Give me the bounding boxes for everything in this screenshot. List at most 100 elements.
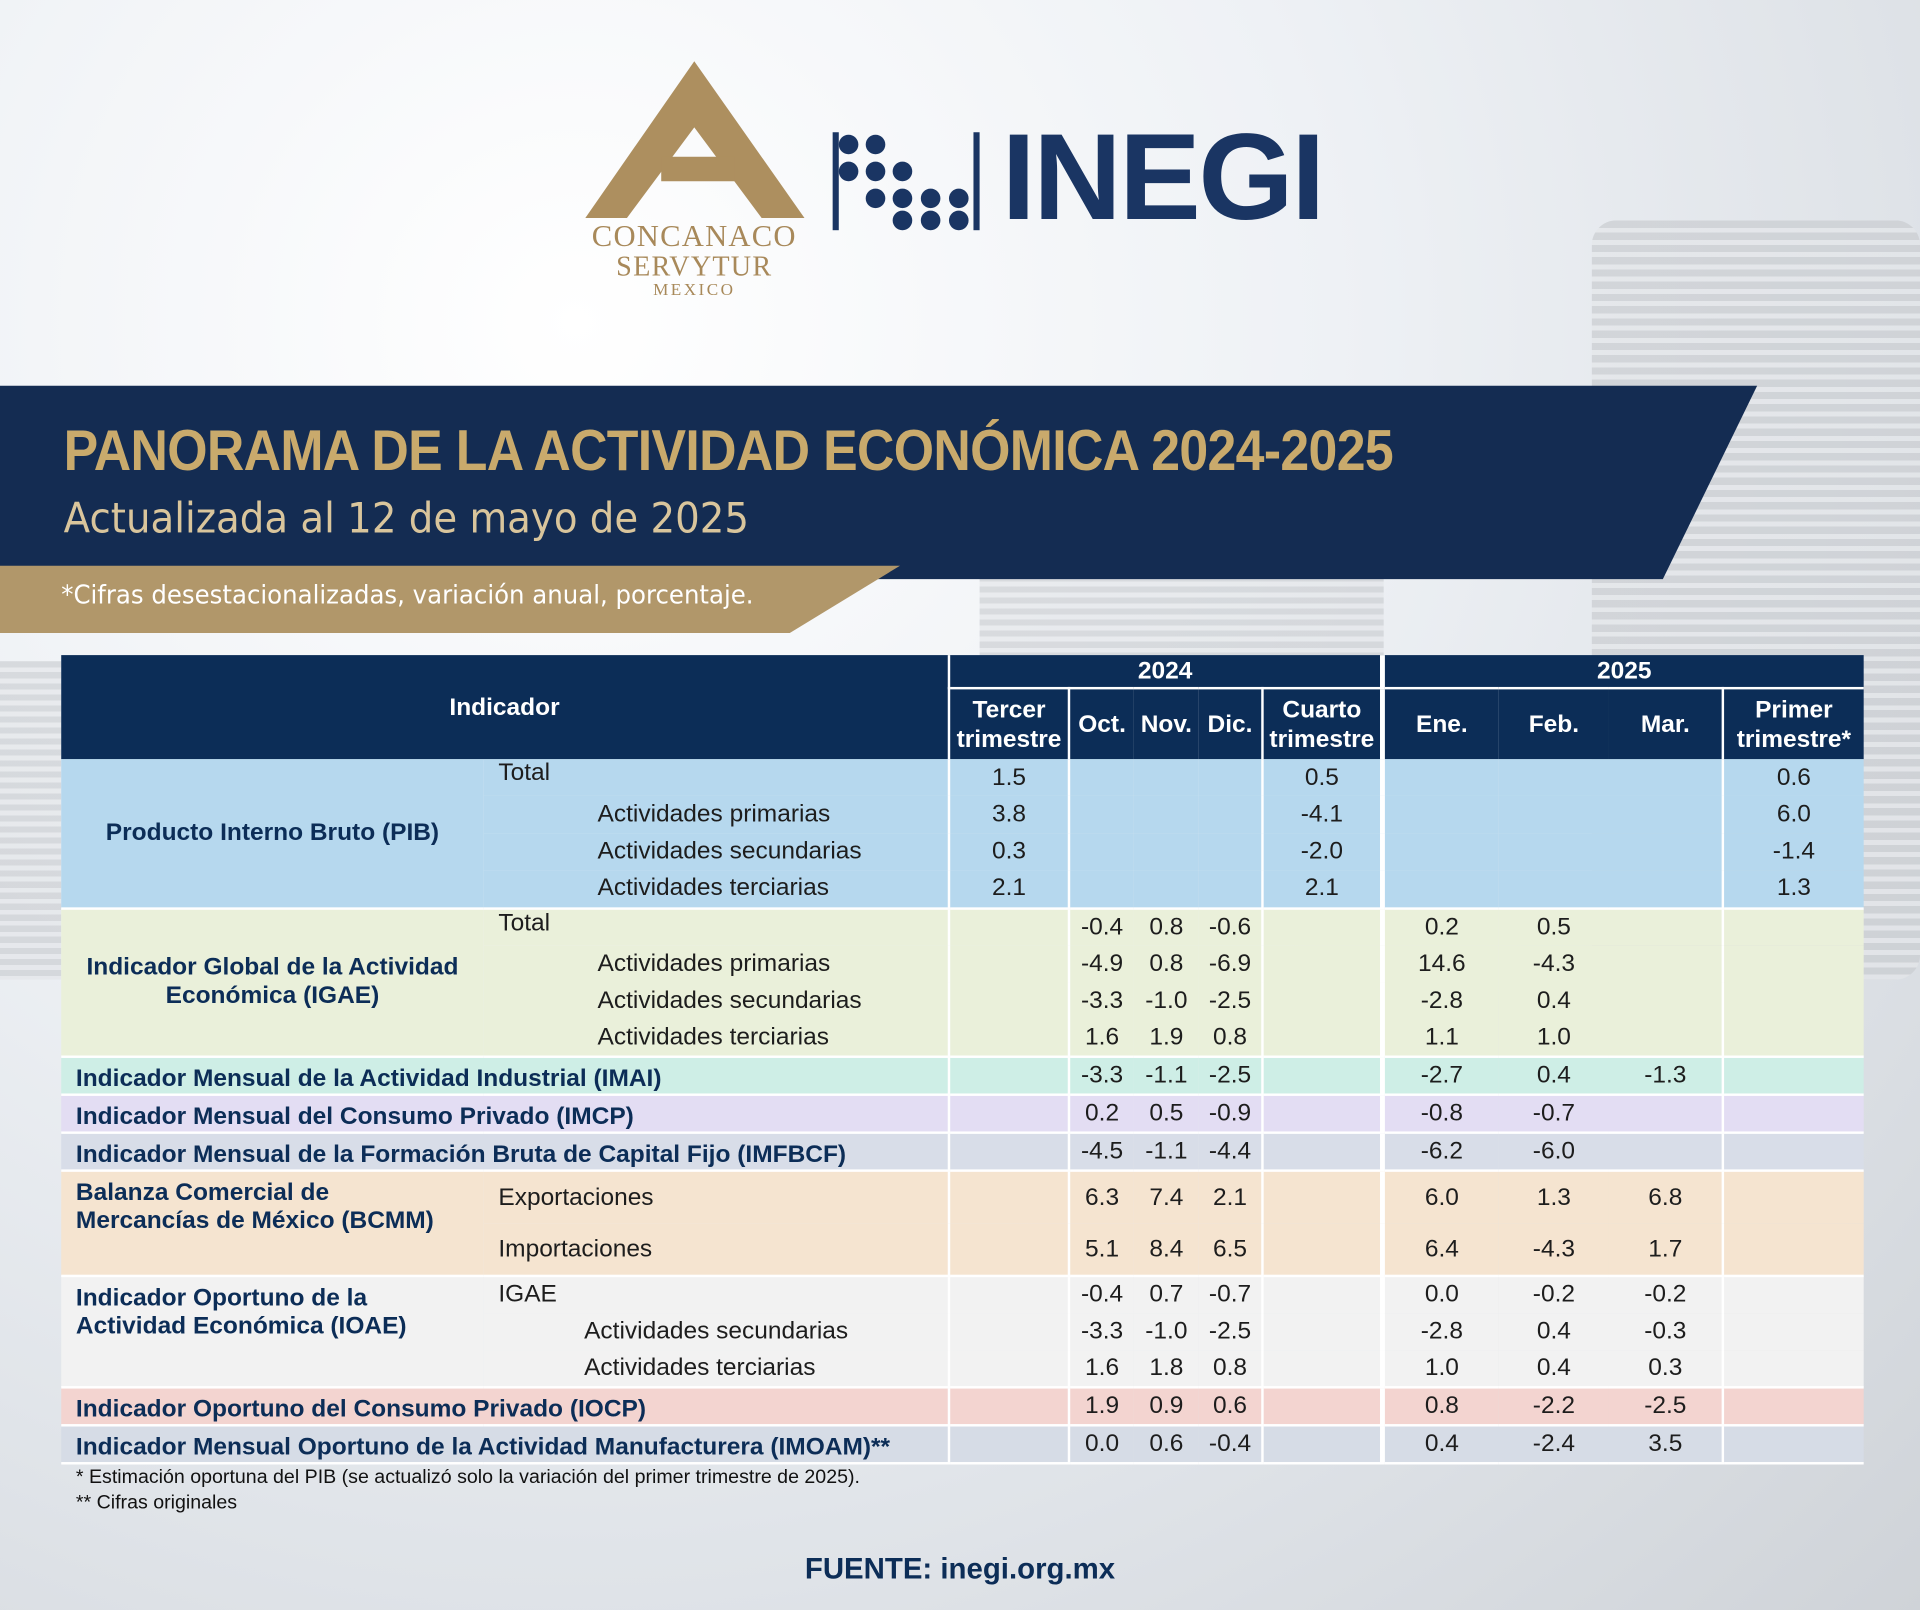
background-coins [0, 661, 62, 980]
value-cell [1262, 1170, 1385, 1224]
value-cell: 0.7 [1149, 1281, 1184, 1309]
header-row: Indicador 2024 2025 [61, 655, 1864, 760]
value-cell [1382, 796, 1498, 833]
value-cell: -0.4 [1198, 1425, 1264, 1465]
value-cell [948, 1276, 1071, 1314]
value-cell: 2.1 [1262, 870, 1385, 910]
value-cell [948, 1425, 1071, 1465]
value-cell: 0.5 [1133, 1094, 1199, 1135]
indicator-name: Indicador Mensual de la Formación Bruta … [61, 1132, 951, 1172]
value-cell [948, 945, 1071, 983]
value-cell: -6.9 [1198, 945, 1264, 983]
value-cell [1262, 1056, 1385, 1097]
column-header: Oct. [1068, 688, 1134, 760]
value-cell: -4.4 [1198, 1132, 1264, 1172]
column-header: Tercer trimestre [948, 688, 1071, 760]
value-cell: 1.0 [1498, 1019, 1609, 1059]
value-cell: 1.9 [1133, 1019, 1199, 1059]
value-cell [1608, 1094, 1725, 1135]
value-cell: 7.4 [1149, 1183, 1184, 1211]
value-cell [1722, 1387, 1864, 1427]
value-cell: -2.5 [1198, 1313, 1264, 1351]
value-cell [1499, 834, 1609, 871]
value-cell: -6.0 [1498, 1132, 1609, 1172]
sub-indicator: Actividades terciarias [483, 1019, 951, 1059]
value-cell: -2.5 [1198, 982, 1264, 1020]
table-row: Actividades secundarias 0.3 -2.0 -1.4 [61, 833, 1864, 871]
value-cell [1069, 796, 1134, 833]
value-cell [948, 982, 1071, 1020]
table-row: Balanza Comercial de Mercancías de Méxic… [61, 1170, 1864, 1278]
value-cell [1608, 945, 1725, 983]
value-cell: -0.2 [1532, 1281, 1576, 1309]
sub-indicator: Actividades primarias [483, 945, 951, 983]
value-cell [1723, 1276, 1864, 1313]
value-cell: 6.8 [1608, 1170, 1725, 1224]
value-cell: 0.5 [1262, 759, 1385, 797]
indicator-name: Producto Interno Bruto (PIB) [61, 759, 484, 910]
value-cell: 1.3 [1536, 1183, 1571, 1211]
value-cell: -0.8 [1382, 1094, 1499, 1135]
value-cell: 0.6 [1133, 1425, 1199, 1465]
value-cell [1069, 759, 1134, 796]
value-cell [948, 1223, 1071, 1278]
value-cell: 0.2 [1424, 913, 1459, 941]
value-cell: 0.8 [1149, 913, 1184, 941]
value-cell: 0.9 [1133, 1387, 1199, 1427]
value-cell [1608, 908, 1725, 946]
concanaco-text: MEXICO [653, 281, 736, 301]
value-cell: -1.3 [1608, 1056, 1725, 1097]
value-cell [948, 908, 1071, 946]
source: FUENTE: inegi.org.mx [804, 1552, 1116, 1586]
value-cell: -2.5 [1198, 1056, 1264, 1097]
value-cell [1382, 870, 1499, 910]
value-cell: 0.2 [1068, 1094, 1134, 1135]
column-header: Feb. [1498, 688, 1609, 760]
value-cell: 1.6 [1068, 1350, 1134, 1389]
value-cell: -0.4 [1080, 913, 1124, 941]
value-cell [1498, 870, 1609, 910]
indicator-name: Indicador Mensual del Consumo Privado (I… [61, 1094, 951, 1135]
value-cell: 0.6 [1198, 1387, 1264, 1427]
value-cell: -2.8 [1420, 1317, 1463, 1345]
value-cell [948, 1313, 1071, 1351]
value-cell: 6.0 [1424, 1183, 1459, 1211]
value-cell [1134, 834, 1199, 871]
value-cell: 0.8 [1149, 949, 1184, 977]
value-cell [1723, 1313, 1864, 1350]
value-cell: -3.3 [1080, 986, 1124, 1014]
table-row: Indicador Mensual Oportuno de la Activid… [61, 1425, 1864, 1465]
table-row: Indicador Mensual de la Formación Bruta … [61, 1132, 1864, 1172]
value-cell: 0.4 [1498, 1056, 1609, 1097]
value-cell [1198, 796, 1264, 834]
value-cell: -3.3 [1080, 1317, 1124, 1345]
value-cell [1722, 1019, 1864, 1059]
value-cell [1722, 1223, 1864, 1278]
year-header: 2024 [948, 655, 1385, 690]
value-cell [1608, 796, 1725, 834]
value-cell [948, 1350, 1071, 1389]
sub-indicator: Actividades terciarias [483, 1350, 951, 1389]
value-cell [1262, 1276, 1385, 1314]
value-cell [1723, 908, 1864, 945]
table-row: Actividades terciarias 1.6 1.9 0.8 1.1 1.0 [61, 1019, 1864, 1059]
value-cell [1198, 833, 1264, 871]
value-cell [1723, 1171, 1864, 1224]
indicator-name: Indicador Mensual de la Actividad Indust… [61, 1056, 951, 1097]
value-cell: 2.1 [1198, 1170, 1264, 1224]
value-cell [948, 1387, 1071, 1427]
value-cell [1262, 1132, 1385, 1172]
value-cell [1133, 870, 1199, 910]
value-cell: -1.0 [1145, 986, 1188, 1014]
value-cell: -0.3 [1608, 1313, 1725, 1351]
value-cell [1608, 982, 1725, 1020]
sub-indicator: Total [483, 759, 951, 797]
value-cell: -1.1 [1133, 1132, 1199, 1172]
value-cell [1608, 833, 1725, 871]
value-cell: 1.9 [1068, 1387, 1134, 1427]
value-cell: 1.7 [1608, 1223, 1725, 1278]
value-cell: -0.6 [1198, 908, 1264, 946]
sub-indicator: IGAE [483, 1276, 951, 1314]
value-cell [1198, 870, 1264, 910]
